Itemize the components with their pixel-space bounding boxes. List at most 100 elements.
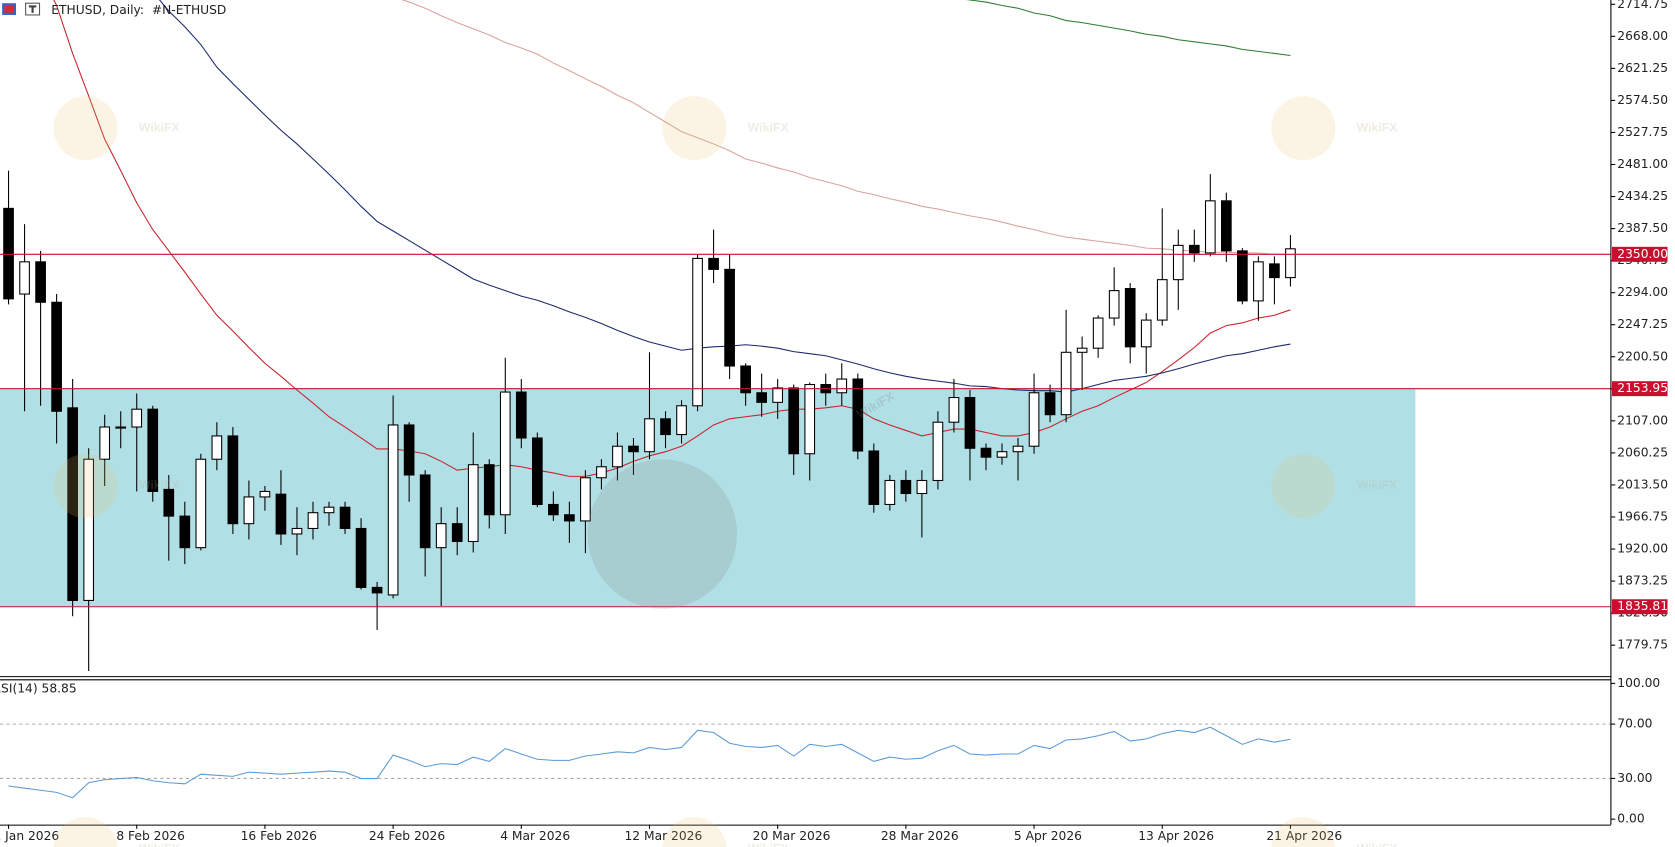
- watermark-logo: [1271, 817, 1336, 847]
- moving-average: [401, 0, 1291, 255]
- candle-body: [227, 435, 239, 525]
- y-tick-label: 2481.00: [1617, 157, 1668, 171]
- y-tick-label: 70.00: [1617, 717, 1652, 731]
- watermark-logo: [1271, 453, 1336, 519]
- y-tick-label: 2387.50: [1617, 221, 1668, 235]
- watermark-logo: [662, 96, 727, 161]
- level-label: 1835.81: [1617, 599, 1668, 613]
- y-tick-label: 1873.25: [1617, 574, 1668, 588]
- x-tick-label: 20 Mar 2026: [753, 829, 831, 843]
- y-tick-label: 2574.50: [1617, 93, 1668, 107]
- candle-body: [1220, 200, 1232, 252]
- candle-body: [435, 523, 447, 549]
- price-panel: [0, 0, 1611, 672]
- candle-body: [804, 383, 816, 455]
- chart-title: ETHUSD, Daily: #N-ETHUSD: [51, 3, 226, 17]
- level-label-box: [1611, 246, 1668, 262]
- watermarks: WikiFX WikiFX WikiFX WikiFX WikiFX WikiFX Wiki…: [53, 96, 1398, 847]
- candle-body: [692, 257, 703, 407]
- y-tick-label: 1966.75: [1617, 509, 1668, 523]
- x-tick-label: 13 Apr 2026: [1138, 829, 1214, 843]
- x-tick-label: 12 Mar 2026: [624, 829, 702, 843]
- candle-body: [163, 488, 175, 517]
- watermark-logo: [53, 817, 118, 847]
- x-tick-label: 8 Feb 2026: [116, 829, 185, 843]
- candle-body: [275, 493, 287, 535]
- candle-body: [99, 426, 111, 460]
- candle-body: [580, 477, 591, 522]
- watermark-logo: [1271, 96, 1336, 161]
- candle-body: [147, 408, 159, 492]
- candle-body: [323, 506, 335, 514]
- candle-body: [932, 421, 944, 482]
- candle-body: [1204, 200, 1216, 254]
- candle-body: [772, 387, 784, 403]
- candle-body: [868, 450, 880, 506]
- x-tick-label: 16 Feb 2026: [241, 829, 318, 843]
- x-tick-label: 21 Apr 2026: [1266, 829, 1342, 843]
- candle-body: [1124, 288, 1136, 348]
- candle-body: [564, 514, 575, 522]
- candle-body: [35, 261, 46, 303]
- candle-body: [916, 479, 928, 495]
- candle-body: [291, 527, 303, 535]
- x-tick-label: 31 Jan 2026: [0, 829, 59, 843]
- y-tick-label: 100.00: [1617, 676, 1660, 690]
- y-tick-label: 2013.50: [1617, 477, 1668, 491]
- candle-body: [307, 512, 319, 529]
- candle-body: [3, 207, 14, 300]
- candle-body: [548, 503, 559, 516]
- candle-body: [596, 466, 607, 479]
- x-tick-label: 4 Mar 2026: [500, 829, 570, 843]
- candle-body: [403, 424, 415, 476]
- candle-body: [948, 397, 960, 423]
- candle-body: [612, 445, 623, 468]
- candle-body: [836, 378, 848, 394]
- y-tick-label: 2247.25: [1617, 317, 1668, 331]
- candle-body: [515, 391, 527, 439]
- candle-body: [115, 426, 127, 429]
- y-tick-label: 0.00: [1617, 812, 1644, 826]
- candle-body: [243, 496, 255, 525]
- y-tick-label: 2200.50: [1617, 349, 1668, 363]
- moving-average: [158, 0, 1291, 393]
- candle-body: [1172, 244, 1184, 281]
- header: ETHUSD, Daily: #N-ETHUSD: [2, 2, 226, 17]
- y-tick-label: 2107.00: [1617, 413, 1668, 427]
- candle-body: [51, 301, 62, 412]
- y-tick-label: 2621.25: [1617, 61, 1668, 75]
- candle-body: [419, 474, 431, 549]
- candle-body: [1092, 317, 1104, 349]
- candle-body: [740, 365, 751, 394]
- candle-body: [900, 479, 912, 495]
- y-tick-label: 2060.25: [1617, 445, 1668, 459]
- candle-body: [19, 261, 30, 295]
- candle-body: [483, 464, 495, 516]
- candle-body: [660, 418, 671, 436]
- candle-body: [387, 424, 399, 596]
- watermark: WikiFX: [139, 841, 181, 847]
- y-tick-label: 2294.00: [1617, 285, 1668, 299]
- candle-body: [996, 451, 1008, 458]
- candle-body: [628, 445, 639, 453]
- moving-average: [53, 0, 1291, 477]
- candle-body: [1044, 392, 1056, 416]
- x-tick-label: 5 Apr 2026: [1014, 829, 1082, 843]
- candle-body: [788, 387, 800, 455]
- candle-body: [499, 391, 511, 516]
- candle-body: [67, 407, 78, 601]
- candle-body: [1269, 263, 1280, 279]
- candle-body: [451, 523, 463, 543]
- candle-body: [131, 408, 143, 428]
- level-label-box: [1611, 599, 1668, 615]
- level-label-box: [1611, 381, 1668, 397]
- candle-body: [371, 586, 383, 594]
- y-tick-label: 2434.25: [1617, 189, 1668, 203]
- y-tick-label: 2714.75: [1617, 0, 1668, 11]
- watermark-logo: [662, 817, 727, 847]
- candle-body: [676, 405, 687, 436]
- icon: [4, 5, 14, 13]
- rsi-line: [8, 726, 1291, 799]
